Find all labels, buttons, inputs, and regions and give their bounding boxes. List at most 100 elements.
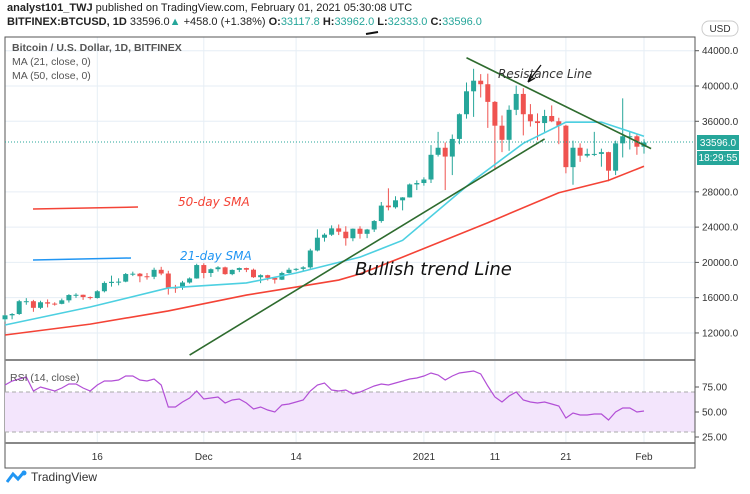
candle-body: [378, 205, 384, 222]
candle-body: [45, 302, 51, 304]
ma21-line: [4, 121, 645, 326]
price-tick-label: 28000.0: [702, 187, 739, 198]
candle-body: [165, 273, 171, 288]
candle: [442, 142, 448, 191]
candle: [194, 263, 200, 279]
bullish-trend-line[interactable]: [189, 138, 546, 356]
candle: [16, 299, 22, 315]
candle-body: [52, 303, 58, 305]
currency-badge[interactable]: [701, 20, 739, 37]
publisher-name[interactable]: analyst101_TWJ: [7, 2, 93, 14]
candle-body: [187, 278, 193, 283]
open-value: 33117.8: [280, 16, 320, 28]
candle: [80, 294, 86, 300]
candle-body: [371, 221, 377, 230]
candle-body: [570, 147, 576, 168]
candle: [634, 134, 640, 155]
time-axis[interactable]: 16 Dec 14 2021 11 21 Feb: [92, 452, 653, 463]
candle-body: [16, 301, 22, 314]
candle: [570, 140, 576, 185]
candle-body: [2, 315, 8, 320]
candle: [435, 131, 441, 157]
price-change: +458.0 (+1.38%): [183, 16, 266, 28]
candle: [407, 183, 413, 198]
candle-body: [144, 276, 150, 278]
candle-body: [357, 228, 363, 234]
candle: [222, 266, 228, 275]
candle: [236, 267, 242, 273]
candle: [144, 272, 150, 280]
legend-ma50[interactable]: MA (50, close, 0): [12, 70, 91, 82]
candle-body: [123, 274, 129, 282]
candle-body: [222, 267, 228, 275]
candle-body: [506, 109, 512, 140]
candle-body: [535, 121, 540, 124]
candle-body: [478, 80, 484, 85]
candle-body: [265, 275, 271, 278]
candle: [485, 73, 491, 128]
price-tick-label: 40000.0: [702, 82, 739, 93]
candle: [101, 281, 107, 293]
candle-body: [109, 281, 114, 283]
candle-body: [336, 228, 342, 232]
legend-ma21[interactable]: MA (21, close, 0): [12, 56, 91, 68]
countdown-label: [697, 151, 739, 165]
current-price-text: 33596.0: [700, 138, 737, 149]
candle: [620, 98, 626, 158]
brand-name: TradingView: [31, 470, 98, 484]
candle: [584, 148, 590, 158]
candle: [336, 224, 342, 236]
candle: [464, 82, 469, 119]
candle: [201, 263, 207, 279]
candle: [158, 266, 164, 276]
legend-rsi[interactable]: RSI (14, close): [10, 372, 79, 384]
candle: [428, 145, 434, 184]
candle: [123, 272, 129, 283]
candle: [591, 131, 597, 157]
candle-body: [499, 125, 505, 140]
candle: [9, 313, 15, 320]
close-label: C:: [430, 16, 443, 28]
candle: [350, 228, 356, 242]
candle-body: [556, 121, 562, 126]
candle-body: [194, 265, 200, 279]
rsi-band: [5, 392, 695, 432]
tradingview-logo[interactable]: TradingView: [6, 470, 97, 484]
candle: [307, 248, 313, 269]
price-axis[interactable]: 44000.0 40000.0 36000.0 28000.0 24000.0 20000…: [694, 37, 739, 468]
candle-body: [350, 228, 356, 239]
candle-body: [243, 268, 249, 270]
candle: [52, 302, 58, 306]
candle-body: [485, 84, 491, 102]
candle: [329, 225, 335, 236]
resistance-annotation: Resistance Line: [498, 67, 592, 81]
low-label: L:: [377, 16, 388, 28]
candle: [251, 268, 256, 278]
rsi-tick-label: 25.00: [702, 433, 727, 444]
candle-body: [116, 281, 122, 283]
candle-body: [442, 147, 448, 157]
candle: [130, 271, 136, 277]
price-tick-label: 44000.0: [702, 46, 739, 57]
candle-body: [598, 152, 604, 154]
candle: [393, 196, 398, 209]
resistance-line[interactable]: [466, 57, 652, 150]
candle: [371, 220, 377, 232]
candle: [314, 229, 320, 252]
candle: [172, 284, 178, 293]
candle-body: [73, 294, 79, 296]
candle: [59, 298, 65, 305]
sma21-annotation: 21-day SMA: [180, 249, 252, 263]
candle-body: [286, 269, 292, 273]
candle: [527, 104, 533, 127]
open-label: O:: [268, 16, 281, 28]
candle-body: [606, 152, 611, 171]
candle-body: [449, 138, 455, 157]
candle: [300, 266, 306, 271]
candle: [385, 188, 391, 211]
candle-body: [520, 93, 526, 115]
published-text: published on TradingView.com, February 0…: [95, 2, 413, 14]
candle: [456, 113, 462, 145]
candle-body: [80, 294, 86, 298]
